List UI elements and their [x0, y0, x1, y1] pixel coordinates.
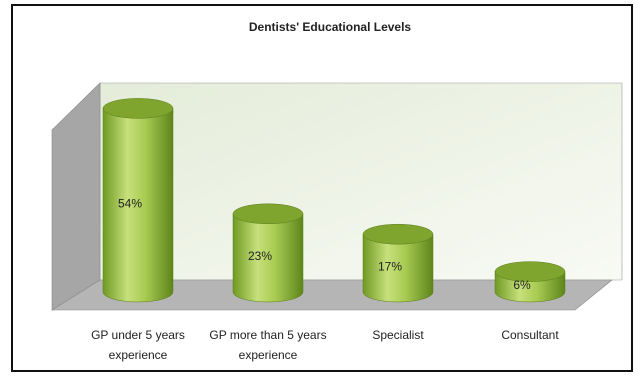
bar-top: [232, 203, 304, 225]
category-label: Specialist: [372, 328, 424, 342]
value-label: 54%: [118, 196, 142, 210]
bar-top: [494, 261, 566, 282]
bar-top: [362, 223, 434, 245]
value-label: 23%: [248, 249, 272, 263]
category-label: GP more than 5 years experience: [209, 328, 327, 362]
bar: [102, 108, 174, 303]
bar: [362, 233, 434, 303]
bar: [232, 213, 304, 303]
value-label: 6%: [513, 278, 531, 292]
bar-top: [102, 98, 174, 119]
chart-title: Dentists' Educational Levels: [249, 20, 412, 34]
floor: [50, 279, 613, 311]
value-label: 17%: [378, 259, 402, 273]
category-label: Consultant: [501, 328, 559, 342]
category-label: GP under 5 years experience: [91, 328, 185, 362]
back-wall: [99, 82, 623, 281]
